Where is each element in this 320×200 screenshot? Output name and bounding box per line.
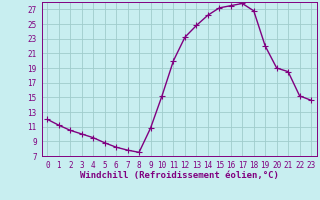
X-axis label: Windchill (Refroidissement éolien,°C): Windchill (Refroidissement éolien,°C) (80, 171, 279, 180)
